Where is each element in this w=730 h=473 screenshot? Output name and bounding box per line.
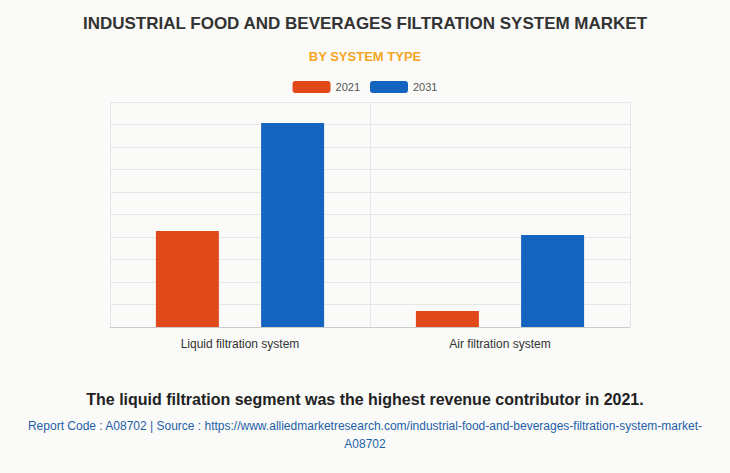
html-text:Report Code : A08702 | Source: Report Code : A08702 | Source : https://… xyxy=(28,419,702,451)
svg-text:Air filtration system: Air filtration system xyxy=(449,337,550,351)
html-text:The liquid filtration segment: The liquid filtration segment was the hi… xyxy=(86,391,644,408)
svg-text:2021: 2021 xyxy=(336,81,360,93)
svg-text:2031: 2031 xyxy=(413,81,437,93)
svg-text:Liquid filtration system: Liquid filtration system xyxy=(181,337,300,351)
svg-text:INDUSTRIAL FOOD AND BEVERAGES: INDUSTRIAL FOOD AND BEVERAGES FILTRATION… xyxy=(83,14,648,33)
svg-text:BY SYSTEM TYPE: BY SYSTEM TYPE xyxy=(309,49,422,64)
